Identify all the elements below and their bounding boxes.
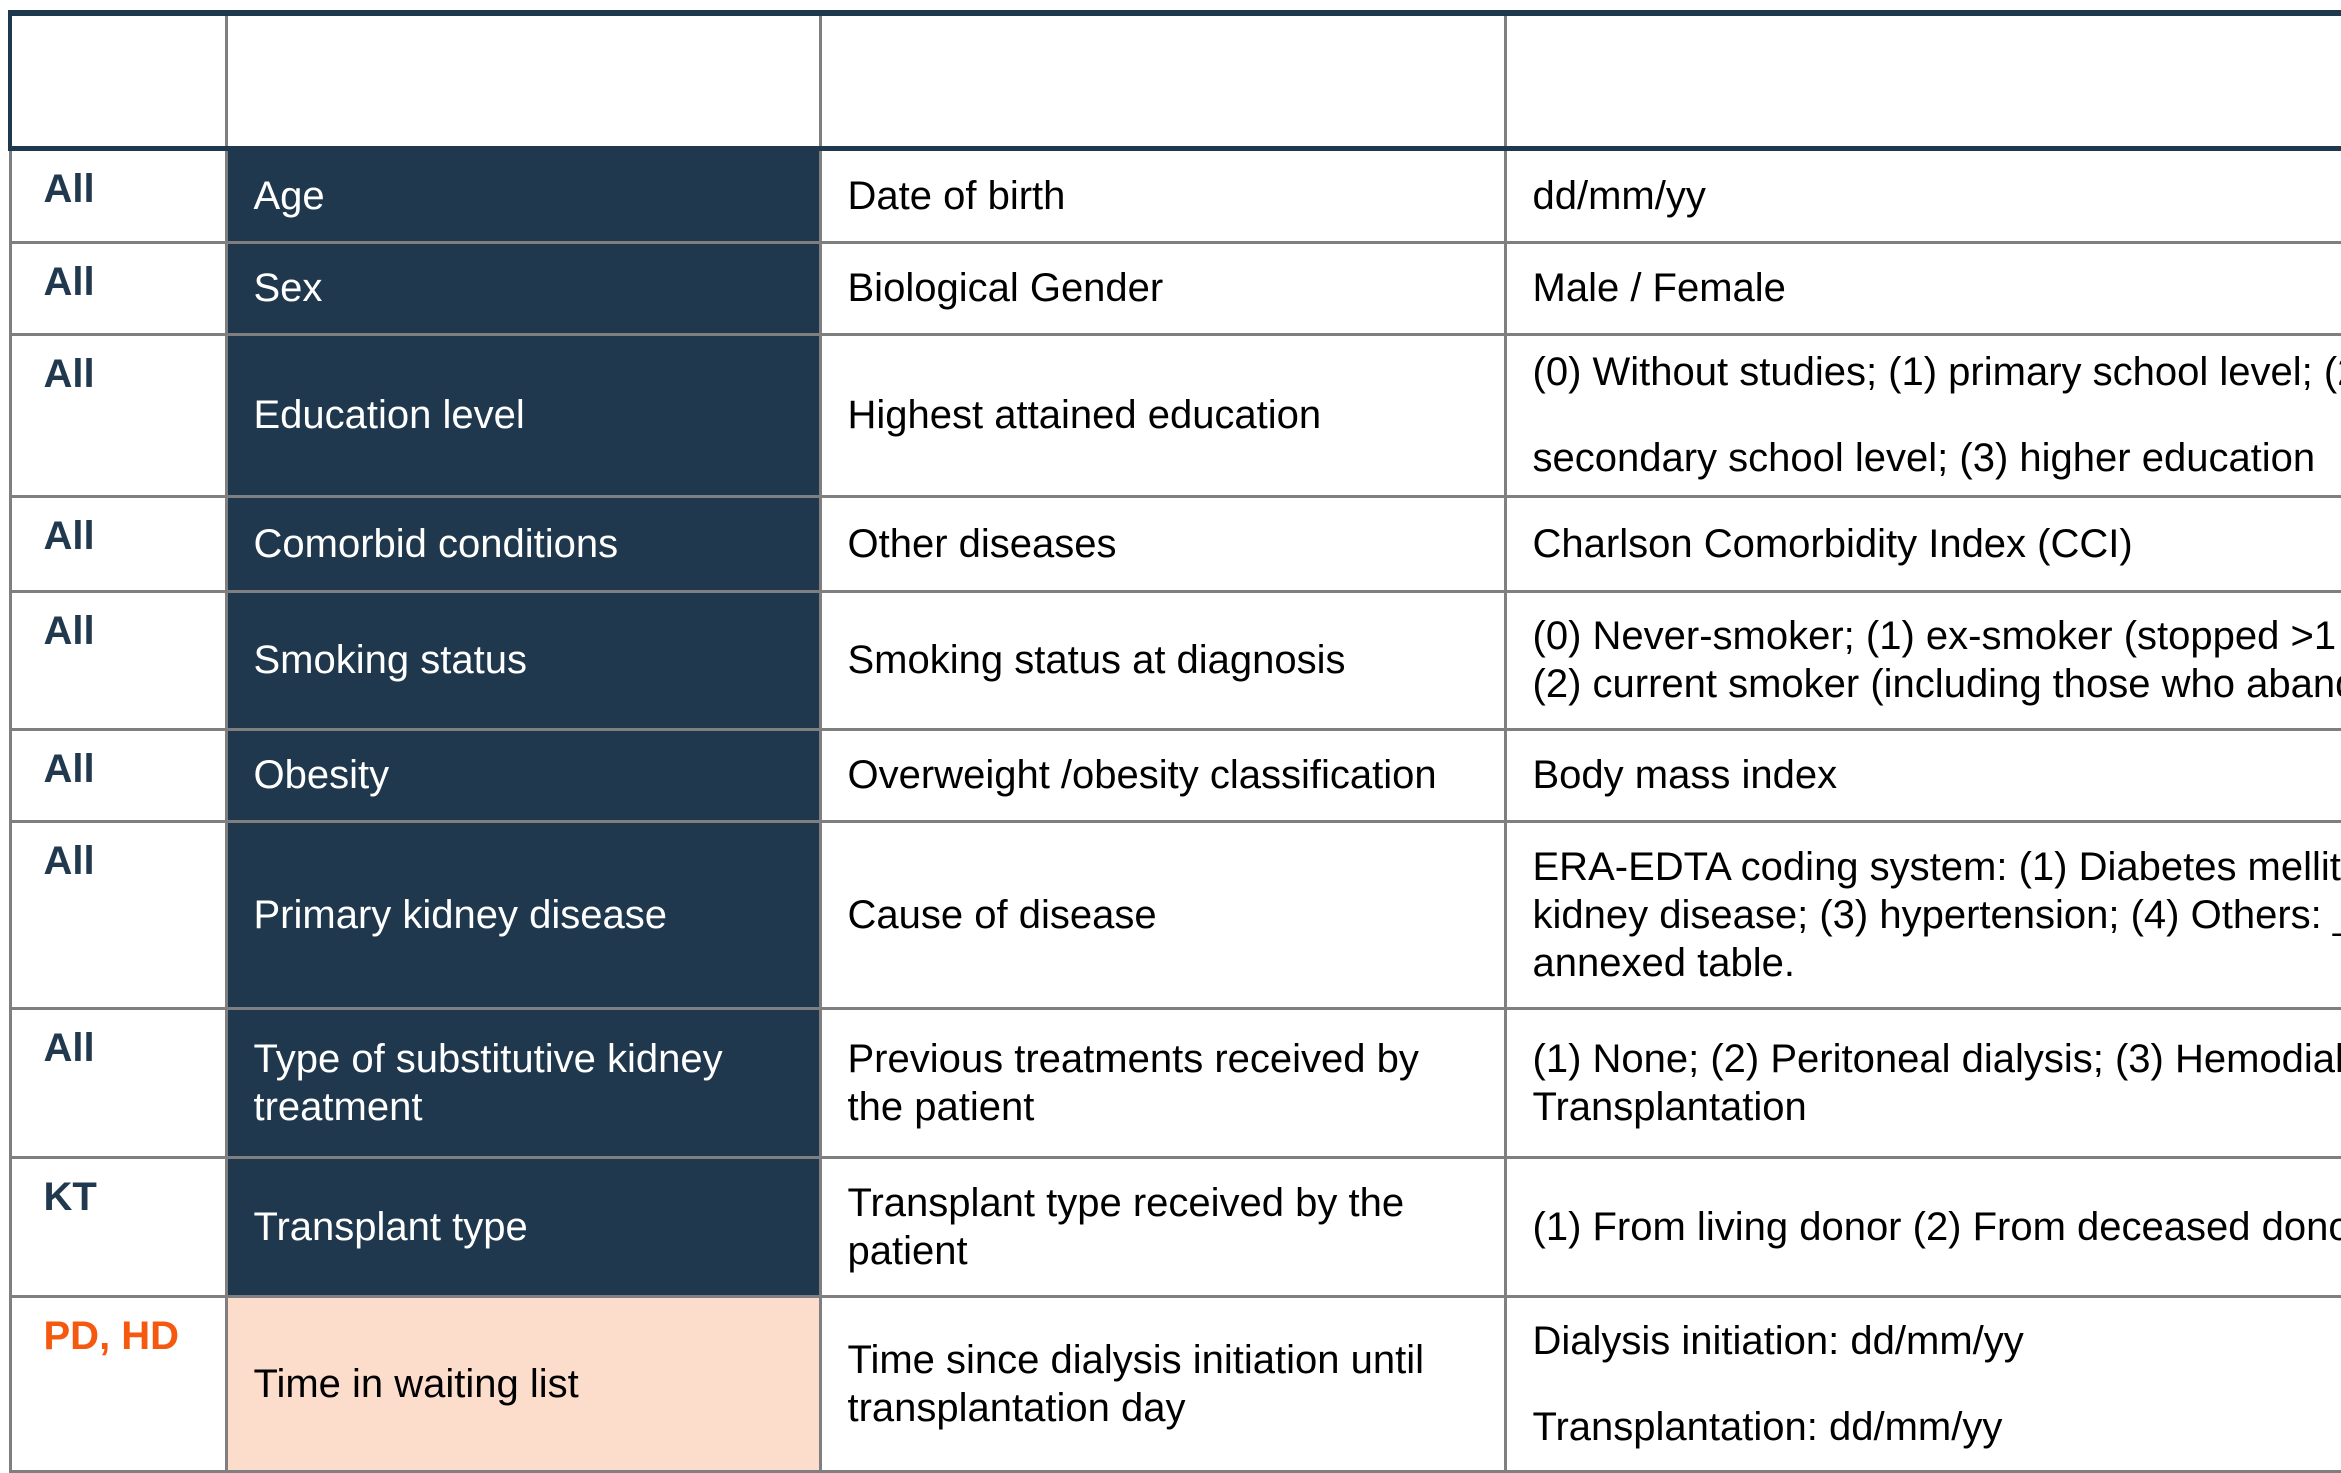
values-cell: dd/mm/yy bbox=[1503, 146, 2341, 244]
variable-cell: Type of substitutive kidney treatment bbox=[224, 1006, 822, 1159]
cohort-cell: All bbox=[8, 240, 228, 336]
values-paragraph: Male / Female bbox=[1533, 264, 2341, 312]
values-cell: (1) From living donor (2) From deceased … bbox=[1503, 1155, 2341, 1298]
description-cell: Other diseases bbox=[818, 494, 1507, 593]
description-cell: Previous treatments received by the pati… bbox=[818, 1006, 1507, 1159]
values-line: Transplantation: dd/mm/yy bbox=[1532, 1404, 2003, 1449]
values-line: kidney disease; (3) hypertension; (4) Ot… bbox=[1532, 892, 2341, 937]
description-cell: Biological Gender bbox=[818, 240, 1507, 336]
table-header bbox=[8, 10, 2341, 151]
table-row: All Primary kidney disease Cause of dise… bbox=[8, 819, 2341, 1010]
cohort-cell: PD, HD bbox=[8, 1294, 228, 1473]
cohort-cell: All bbox=[8, 819, 228, 1010]
table-row: All Education level Highest attained edu… bbox=[8, 332, 2341, 498]
values-paragraph: (1) None; (2) Peritoneal dialysis; (3) H… bbox=[1533, 1035, 2341, 1131]
table-row: PD, HD Time in waiting list Time since d… bbox=[8, 1294, 2341, 1473]
values-cell: ERA-EDTA coding system: (1) Diabetes mel… bbox=[1503, 819, 2341, 1010]
values-paragraph: dd/mm/yy bbox=[1533, 172, 2341, 220]
table-row: All Comorbid conditions Other diseases C… bbox=[8, 494, 2341, 593]
values-cell: Body mass index bbox=[1503, 727, 2341, 823]
header-cell-cohort bbox=[8, 10, 228, 151]
table-row: All Obesity Overweight /obesity classifi… bbox=[8, 727, 2341, 823]
description-cell: Transplant type received by the patient bbox=[818, 1155, 1507, 1298]
description-cell: Overweight /obesity classification bbox=[818, 727, 1507, 823]
values-line: Body mass index bbox=[1532, 753, 1838, 797]
variable-cell: Education level bbox=[224, 332, 822, 498]
values-paragraph: Dialysis initiation: dd/mm/yy bbox=[1533, 1317, 2341, 1365]
description-cell: Cause of disease bbox=[818, 819, 1507, 1010]
values-line: (2) current smoker (including those who … bbox=[1532, 662, 2341, 706]
values-line: (1) None; (2) Peritoneal dialysis; (3) H… bbox=[1532, 1036, 2341, 1081]
variable-cell: Comorbid conditions bbox=[224, 494, 822, 593]
values-cell: Charlson Comorbidity Index (CCI) bbox=[1503, 494, 2341, 593]
values-line: Charlson Comorbidity Index (CCI) bbox=[1532, 521, 2133, 566]
cohort-cell: KT bbox=[8, 1155, 228, 1298]
table-row: All Sex Biological Gender Male / Female bbox=[8, 240, 2341, 336]
values-cell: (1) None; (2) Peritoneal dialysis; (3) H… bbox=[1503, 1006, 2341, 1159]
table-row: All Age Date of birth dd/mm/yy bbox=[8, 146, 2341, 244]
study-variables-table: All Age Date of birth dd/mm/yy All Sex B… bbox=[8, 10, 2341, 1473]
variable-cell: Primary kidney disease bbox=[224, 819, 822, 1010]
cohort-cell: All bbox=[8, 146, 228, 244]
description-cell: Date of birth bbox=[818, 146, 1507, 244]
table-row: All Type of substitutive kidney treatmen… bbox=[8, 1006, 2341, 1159]
values-paragraph: Charlson Comorbidity Index (CCI) bbox=[1533, 520, 2341, 568]
values-cell: Male / Female bbox=[1503, 240, 2341, 336]
variable-cell: Time in waiting list bbox=[224, 1294, 822, 1473]
description-cell: Time since dialysis initiation until tra… bbox=[818, 1294, 1507, 1473]
cohort-cell: All bbox=[8, 1006, 228, 1159]
values-line: ERA-EDTA coding system: (1) Diabetes mel… bbox=[1532, 844, 2341, 889]
variable-cell: Sex bbox=[224, 240, 822, 336]
table-row: All Smoking status Smoking status at dia… bbox=[8, 589, 2341, 731]
description-cell: Smoking status at diagnosis bbox=[818, 589, 1507, 731]
cohort-cell: All bbox=[8, 332, 228, 498]
values-line: annexed table. bbox=[1532, 940, 1795, 985]
table-row: KT Transplant type Transplant type recei… bbox=[8, 1155, 2341, 1298]
values-paragraph: ERA-EDTA coding system: (1) Diabetes mel… bbox=[1533, 843, 2341, 987]
values-line: secondary school level; (3) higher educa… bbox=[1532, 436, 2316, 480]
values-line: dd/mm/yy bbox=[1532, 173, 1706, 218]
variable-cell: Smoking status bbox=[224, 589, 822, 731]
cohort-cell: All bbox=[8, 494, 228, 593]
variable-cell: Transplant type bbox=[224, 1155, 822, 1298]
cohort-cell: All bbox=[8, 727, 228, 823]
values-cell: Dialysis initiation: dd/mm/yy Transplanta… bbox=[1503, 1294, 2341, 1473]
values-line: Male / Female bbox=[1532, 266, 1786, 310]
values-line: (0) Without studies; (1) primary school … bbox=[1532, 350, 2341, 394]
values-paragraph: Body mass index bbox=[1533, 751, 2341, 799]
values-line: Dialysis initiation: dd/mm/yy bbox=[1532, 1318, 2024, 1363]
variable-cell: Obesity bbox=[224, 727, 822, 823]
values-line: (1) From living donor (2) From deceased … bbox=[1532, 1204, 2341, 1249]
cohort-cell: All bbox=[8, 589, 228, 731]
values-line: Transplantation bbox=[1532, 1084, 1807, 1129]
header-row bbox=[8, 10, 2341, 151]
variable-cell: Age bbox=[224, 146, 822, 244]
values-paragraph: (0) Without studies; (1) primary school … bbox=[1533, 348, 2341, 396]
header-cell-description bbox=[818, 10, 1507, 151]
values-cell: (0) Never-smoker; (1) ex-smoker (stopped… bbox=[1503, 589, 2341, 731]
header-cell-variable bbox=[224, 10, 822, 151]
values-paragraph: (0) Never-smoker; (1) ex-smoker (stopped… bbox=[1533, 612, 2341, 708]
values-paragraph: Transplantation: dd/mm/yy bbox=[1533, 1403, 2341, 1451]
values-line: (0) Never-smoker; (1) ex-smoker (stopped… bbox=[1532, 614, 2337, 658]
table-body: All Age Date of birth dd/mm/yy All Sex B… bbox=[8, 146, 2341, 1473]
values-paragraph: secondary school level; (3) higher educa… bbox=[1533, 434, 2341, 482]
header-cell-values bbox=[1503, 10, 2341, 151]
values-cell: (0) Without studies; (1) primary school … bbox=[1503, 332, 2341, 498]
values-paragraph: (1) From living donor (2) From deceased … bbox=[1533, 1203, 2341, 1251]
description-cell: Highest attained education bbox=[818, 332, 1507, 498]
